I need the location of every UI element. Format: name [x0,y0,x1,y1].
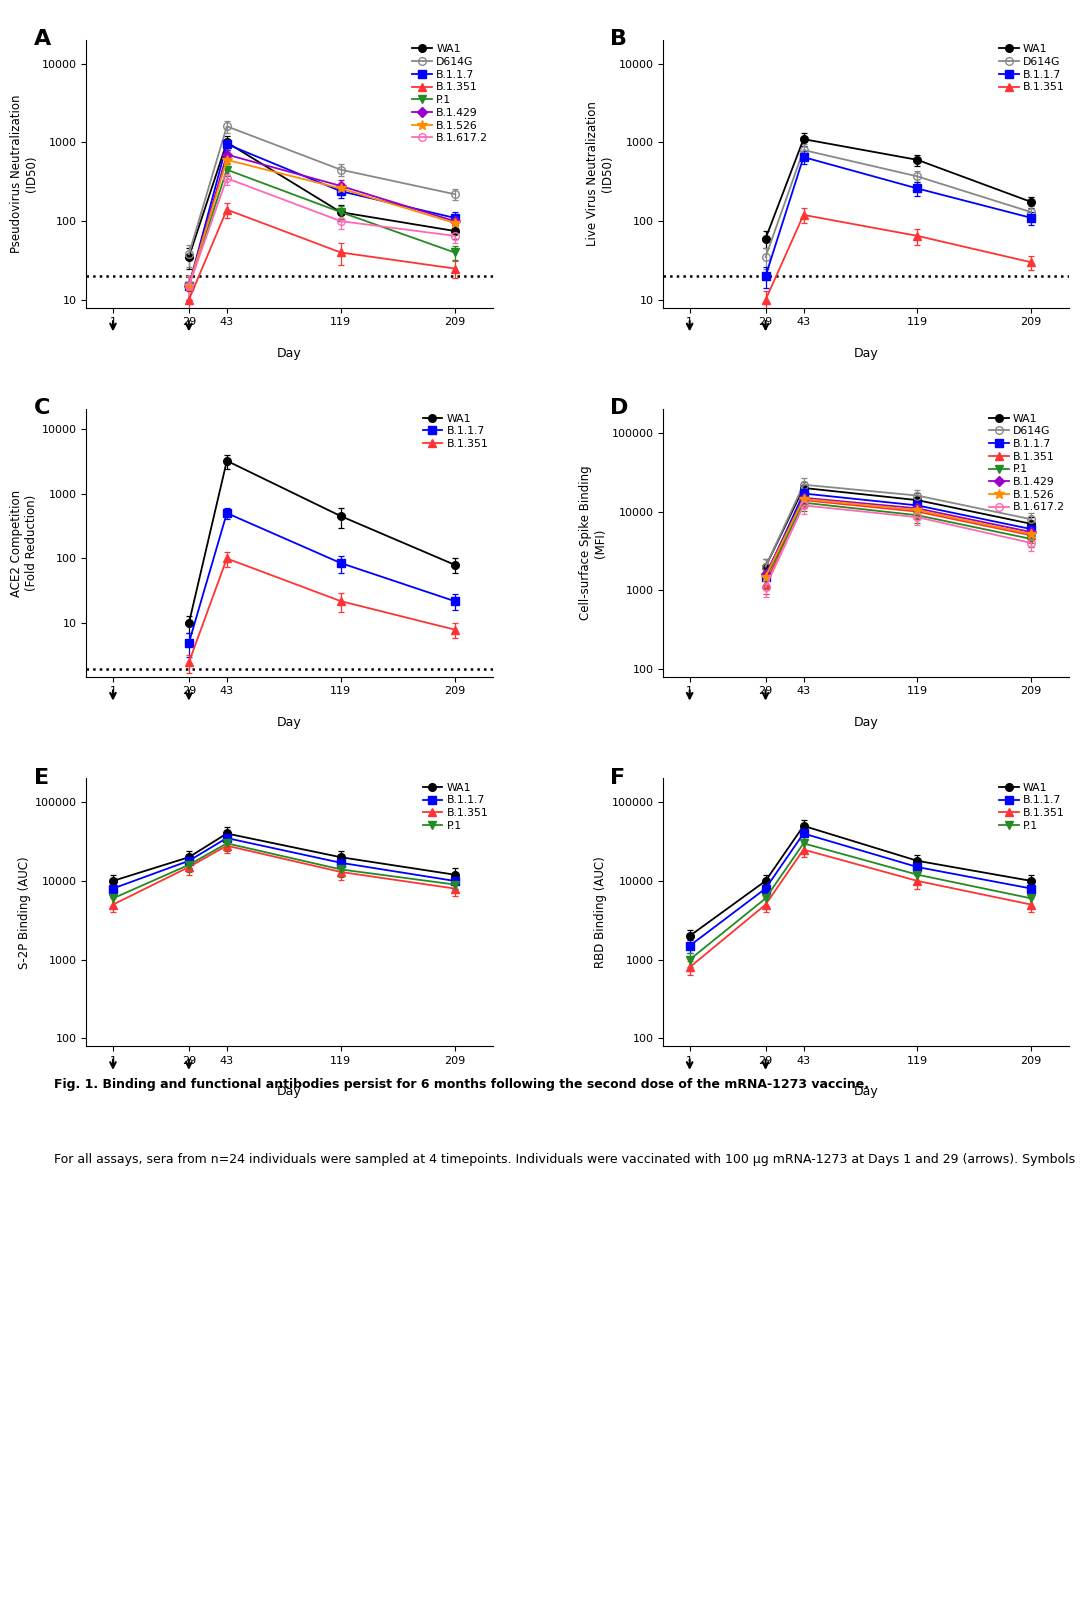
Y-axis label: Live Virus Neutralization
(ID50): Live Virus Neutralization (ID50) [586,101,615,246]
Legend: WA1, B.1.1.7, B.1.351, P.1: WA1, B.1.1.7, B.1.351, P.1 [420,781,490,834]
Y-axis label: S-2P Binding (AUC): S-2P Binding (AUC) [17,856,30,968]
Legend: WA1, B.1.1.7, B.1.351: WA1, B.1.1.7, B.1.351 [420,412,490,450]
X-axis label: Day: Day [278,715,301,728]
X-axis label: Day: Day [854,715,878,728]
Legend: WA1, D614G, B.1.1.7, B.1.351, P.1, B.1.429, B.1.526, B.1.617.2: WA1, D614G, B.1.1.7, B.1.351, P.1, B.1.4… [410,42,490,145]
Text: Fig. 1. Binding and functional antibodies persist for 6 months following the sec: Fig. 1. Binding and functional antibodie… [54,1078,869,1091]
Y-axis label: ACE2 Competition
(Fold Reduction): ACE2 Competition (Fold Reduction) [10,489,38,597]
Text: C: C [33,399,50,418]
Legend: WA1, D614G, B.1.1.7, B.1.351, P.1, B.1.429, B.1.526, B.1.617.2: WA1, D614G, B.1.1.7, B.1.351, P.1, B.1.4… [987,412,1067,514]
Legend: WA1, B.1.1.7, B.1.351, P.1: WA1, B.1.1.7, B.1.351, P.1 [997,781,1067,834]
Text: B: B [610,29,627,50]
X-axis label: Day: Day [854,1086,878,1099]
Text: E: E [33,768,49,787]
Legend: WA1, D614G, B.1.1.7, B.1.351: WA1, D614G, B.1.1.7, B.1.351 [997,42,1067,94]
Y-axis label: RBD Binding (AUC): RBD Binding (AUC) [594,856,607,968]
Text: A: A [33,29,51,50]
X-axis label: Day: Day [854,347,878,359]
Text: D: D [610,399,629,418]
Text: F: F [610,768,625,787]
Text: For all assays, sera from n=24 individuals were sampled at 4 timepoints. Individ: For all assays, sera from n=24 individua… [54,1153,1080,1166]
Y-axis label: Cell-surface Spike Binding
(MFI): Cell-surface Spike Binding (MFI) [579,466,607,620]
X-axis label: Day: Day [278,347,301,359]
X-axis label: Day: Day [278,1086,301,1099]
Y-axis label: Pseudovirus Neutralization
(ID50): Pseudovirus Neutralization (ID50) [10,94,38,252]
